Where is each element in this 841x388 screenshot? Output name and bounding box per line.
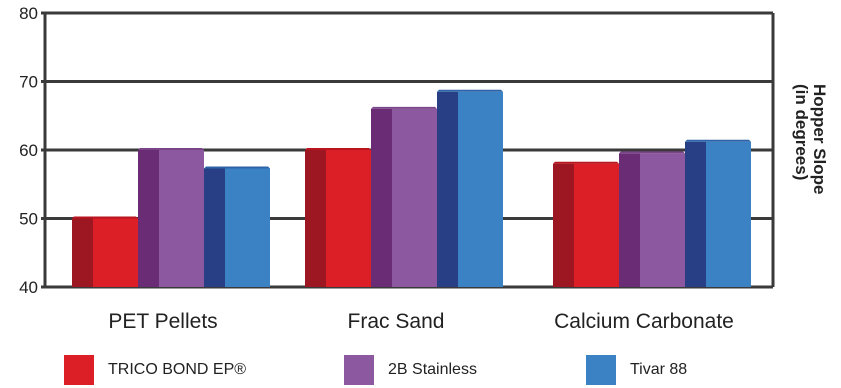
bars [72, 89, 751, 288]
bar-side [553, 163, 574, 287]
legend-item-2: 2B Stainless [344, 354, 477, 386]
bar-2-2 [685, 139, 751, 287]
bar-side [72, 218, 93, 287]
bar-side [204, 168, 225, 287]
bar-side [685, 141, 706, 287]
bar-top [138, 148, 204, 150]
bar-top [371, 106, 437, 109]
bar-0-2 [204, 166, 270, 287]
bar-side [437, 91, 458, 288]
bar-front [93, 218, 138, 287]
legend-label-1: TRICO BOND EP® [108, 361, 247, 378]
bar-side [305, 150, 326, 287]
y-axis-label-line2: (in degrees) [792, 84, 811, 180]
legend-swatch-2 [344, 355, 374, 385]
legend-swatch-1 [64, 355, 94, 385]
bar-side [371, 108, 392, 288]
y-axis-label-line1: Hopper Slope [810, 84, 829, 195]
bar-front [458, 91, 503, 288]
legend-item-1: TRICO BOND EP® [64, 354, 246, 386]
bar-top [204, 166, 270, 169]
bar-0-0 [72, 216, 138, 287]
bar-top [437, 89, 503, 92]
bar-front [326, 150, 371, 287]
legend-label-2: 2B Stainless [388, 361, 477, 378]
y-tick-label: 80 [19, 4, 38, 23]
y-tick-label: 50 [19, 210, 38, 229]
bar-2-1 [619, 151, 685, 287]
bar-1-2 [437, 89, 503, 288]
axes [43, 13, 775, 287]
bar-top [72, 216, 138, 219]
legend-swatch-3 [586, 355, 616, 385]
bar-front [225, 168, 270, 287]
bar-top [619, 151, 685, 154]
legend-item-3: Tivar 88 [586, 354, 687, 386]
legend-label-3: Tivar 88 [630, 361, 688, 378]
category-label-0: PET Pellets [108, 310, 217, 333]
bar-top [305, 148, 371, 150]
bar-0-1 [138, 148, 204, 287]
bar-side [619, 153, 640, 287]
bar-2-0 [553, 161, 619, 287]
bar-front [392, 108, 437, 288]
bar-top [553, 161, 619, 164]
y-tick-label: 70 [19, 73, 38, 92]
y-tick-labels: 40 50 60 70 80 [19, 4, 38, 297]
bar-front [640, 153, 685, 287]
bar-1-1 [371, 106, 437, 288]
bar-top [685, 139, 751, 142]
bar-1-0 [305, 148, 371, 287]
bar-side [138, 150, 159, 287]
bar-front [574, 163, 619, 287]
bar-front [159, 150, 204, 287]
category-label-1: Frac Sand [348, 310, 445, 333]
y-tick-label: 60 [19, 141, 38, 160]
category-labels: PET Pellets Frac Sand Calcium Carbonate [108, 310, 734, 333]
category-label-2: Calcium Carbonate [554, 310, 734, 333]
y-tick-label: 40 [19, 278, 38, 297]
bar-front [706, 141, 751, 287]
